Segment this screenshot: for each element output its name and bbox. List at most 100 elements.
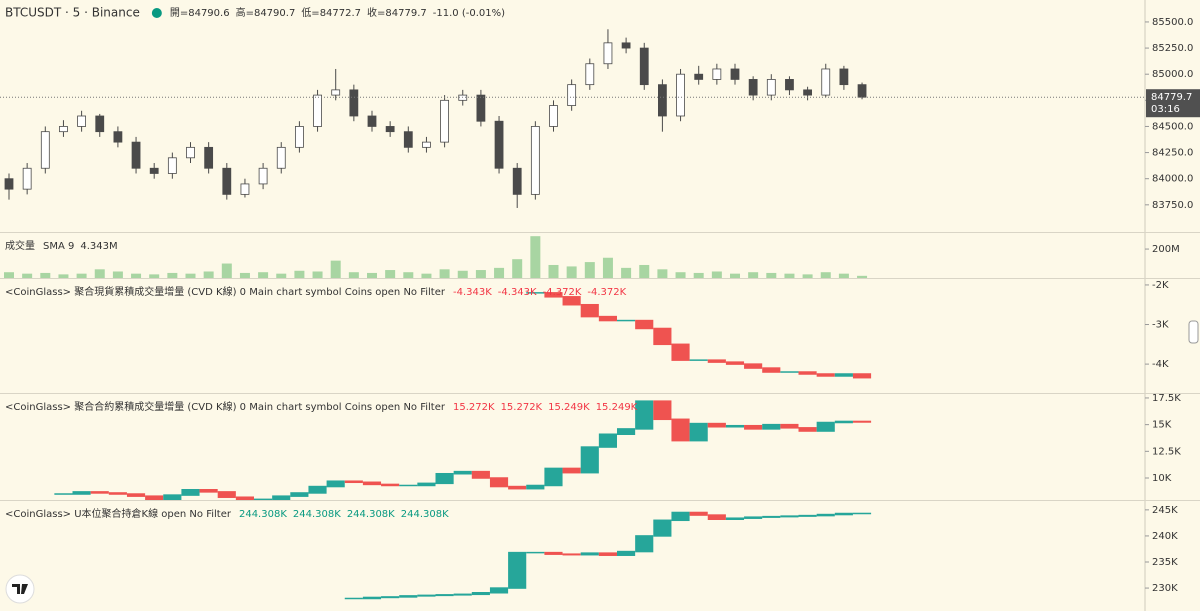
candle-body (40, 131, 50, 169)
candle-body (803, 89, 812, 96)
volume-bar (58, 274, 69, 278)
cvd-step (689, 511, 708, 516)
y-tick-label: 240K (1152, 531, 1178, 542)
volume-bar (838, 273, 849, 278)
cvd-step (580, 303, 599, 318)
cvd-step (453, 593, 472, 596)
volume-bar (548, 264, 559, 278)
cvd-step (199, 489, 218, 493)
volume-bar (657, 269, 668, 278)
last-price-box (1146, 89, 1200, 118)
candle-body (222, 167, 232, 195)
cvd-step (762, 423, 781, 430)
candle-body (422, 141, 431, 148)
candle-body (494, 120, 504, 169)
cvd-step (181, 489, 200, 496)
legend-value: 4.343M (80, 241, 117, 252)
cvd-step (744, 363, 763, 369)
candle-body (821, 68, 831, 96)
cvd-step (489, 477, 509, 488)
cvd-step (852, 512, 872, 515)
cvd-step (235, 496, 254, 501)
last-price-label: 84779.7 (1151, 92, 1192, 103)
cvd-step (671, 418, 690, 442)
cvd-step (707, 422, 726, 428)
cvd-step (689, 422, 708, 442)
cvd-step (598, 552, 617, 556)
cvd-step (254, 498, 273, 501)
cvd-step (362, 481, 382, 486)
volume-bar (494, 267, 505, 278)
volume-bar (748, 272, 759, 278)
volume-bar (639, 264, 650, 278)
cvd-step (308, 485, 327, 494)
cvd-step (798, 514, 817, 517)
volume-bar (403, 272, 414, 278)
cvd-step (562, 553, 581, 556)
pane-title: <CoinGlass> 聚合合約累積成交量增量 (CVD K線) 0 Main … (5, 400, 446, 413)
candle-body (59, 126, 68, 133)
cvd-step (562, 296, 581, 306)
cvd-step (780, 515, 799, 518)
volume-bar (675, 272, 686, 278)
cvd-step (163, 494, 182, 501)
cvd-step (617, 319, 636, 322)
y-tick-label: 235K (1152, 557, 1178, 568)
candle-body (585, 63, 595, 86)
pane-marks (4, 236, 868, 278)
candle-body (676, 73, 685, 117)
volume-bar (330, 260, 341, 278)
legend-value: 開=84790.6 (170, 7, 230, 19)
candle-body (4, 178, 14, 190)
cvd-step (381, 596, 400, 599)
cvd-step (671, 343, 690, 361)
cvd-step (544, 467, 563, 487)
y-tick-label: 200M (1152, 244, 1180, 255)
legend-value: 244.308K (293, 509, 341, 520)
cvd-step (399, 595, 418, 598)
candle-body (440, 99, 450, 143)
y-tick-label: 83750.0 (1152, 200, 1193, 211)
legend-value: 15.249K (548, 402, 590, 413)
legend-value: 15.272K (453, 402, 495, 413)
cvd-step (707, 514, 726, 520)
candle-body (403, 131, 413, 148)
volume-bar (693, 272, 704, 278)
volume-bar (4, 272, 14, 278)
pane-title: BTCUSDT · 5 · Binance (5, 6, 140, 20)
cvd-step (635, 400, 654, 430)
candle-body (349, 89, 359, 117)
logo (5, 574, 35, 604)
cvd-step (635, 319, 654, 330)
candle-body (567, 84, 577, 106)
cvd-step (744, 424, 763, 430)
volume-bar (22, 273, 33, 278)
volume-bar (711, 271, 722, 278)
y-tick-label: 84000.0 (1152, 174, 1193, 185)
cvd-step (435, 594, 454, 597)
status-dot (151, 8, 162, 18)
legend-value: -4.372K (543, 287, 582, 298)
volume-bar (730, 273, 740, 278)
y-tick-label: -3K (1152, 320, 1169, 331)
candle-body (839, 68, 849, 86)
candle-body (22, 167, 32, 190)
cvd-step (653, 519, 672, 537)
cvd-step (562, 467, 581, 474)
cvd-step (725, 517, 745, 520)
cvd-step (725, 361, 745, 365)
candle-body (658, 84, 667, 117)
volume-bar (203, 271, 214, 278)
volume-bar (766, 272, 777, 278)
candle-body (785, 79, 794, 91)
cvd-step (526, 551, 545, 554)
cvd-step (417, 594, 436, 597)
y-tick-label: 85250.0 (1152, 43, 1193, 54)
cvd-step (272, 495, 291, 501)
scroll-button[interactable] (1188, 320, 1199, 344)
volume-bar (239, 272, 250, 278)
cvd-step (617, 550, 636, 556)
volume-bar (820, 272, 831, 278)
